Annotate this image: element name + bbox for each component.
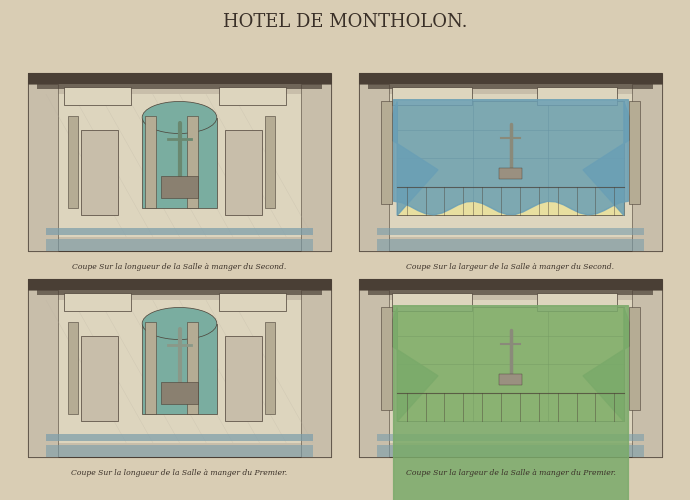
Bar	[377, 238, 644, 251]
Polygon shape	[385, 102, 438, 216]
Bar	[28, 73, 331, 251]
Bar	[225, 130, 262, 216]
Bar	[46, 434, 313, 441]
Text: Coupe Sur la longueur de la Salle à manger du Second.: Coupe Sur la longueur de la Salle à mang…	[72, 263, 286, 271]
Bar	[225, 336, 262, 422]
Bar	[46, 300, 313, 443]
Bar	[368, 290, 653, 295]
Text: HOTEL DE MONTHOLON.: HOTEL DE MONTHOLON.	[223, 13, 467, 31]
Bar	[393, 293, 473, 311]
Text: Coupe Sur la largeur de la Salle à manger du Second.: Coupe Sur la largeur de la Salle à mange…	[406, 263, 615, 271]
Bar	[28, 84, 58, 251]
Bar	[377, 444, 644, 457]
Bar	[629, 102, 640, 204]
Bar	[145, 322, 155, 414]
Bar	[368, 84, 653, 89]
Bar	[301, 84, 331, 251]
Bar	[142, 324, 217, 414]
Bar	[499, 168, 522, 179]
Bar	[64, 87, 131, 105]
Bar	[81, 336, 118, 422]
Bar	[265, 116, 275, 208]
Ellipse shape	[142, 102, 217, 134]
Bar	[188, 116, 198, 208]
Bar	[219, 87, 286, 105]
Bar	[64, 293, 131, 311]
Bar	[393, 87, 473, 105]
Bar	[46, 94, 313, 237]
Bar	[359, 84, 389, 251]
Bar	[37, 84, 322, 89]
Text: Coupe Sur la largeur de la Salle à manger du Premier.: Coupe Sur la largeur de la Salle à mange…	[406, 469, 615, 477]
Bar	[46, 228, 313, 235]
Bar	[537, 87, 617, 105]
Text: Coupe Sur la longueur de la Salle à manger du Premier.: Coupe Sur la longueur de la Salle à mang…	[72, 469, 288, 477]
Bar	[359, 73, 662, 251]
Bar	[499, 374, 522, 385]
Bar	[28, 73, 331, 84]
Bar	[188, 322, 198, 414]
Ellipse shape	[142, 308, 217, 340]
Bar	[46, 238, 313, 251]
Bar	[359, 73, 662, 84]
Bar	[629, 308, 640, 410]
Polygon shape	[385, 308, 438, 422]
Bar	[81, 130, 118, 216]
Bar	[632, 84, 662, 251]
Bar	[161, 382, 198, 404]
Bar	[37, 290, 322, 295]
Bar	[359, 279, 662, 289]
Bar	[397, 308, 624, 422]
Bar	[68, 322, 78, 414]
Bar	[301, 290, 331, 457]
Bar	[28, 279, 331, 289]
Bar	[381, 308, 392, 410]
Bar	[28, 279, 331, 457]
Bar	[377, 434, 644, 441]
Bar	[537, 293, 617, 311]
Bar	[359, 279, 662, 457]
Bar	[46, 444, 313, 457]
Bar	[145, 116, 155, 208]
Polygon shape	[583, 308, 636, 422]
Bar	[161, 176, 198, 198]
Bar	[359, 290, 389, 457]
Bar	[632, 290, 662, 457]
Bar	[219, 293, 286, 311]
Bar	[377, 300, 644, 443]
Bar	[381, 102, 392, 204]
Polygon shape	[583, 102, 636, 216]
Bar	[377, 228, 644, 235]
Bar	[377, 94, 644, 237]
Bar	[28, 290, 58, 457]
Bar	[142, 118, 217, 208]
Bar	[265, 322, 275, 414]
Bar	[68, 116, 78, 208]
Bar	[397, 102, 624, 216]
